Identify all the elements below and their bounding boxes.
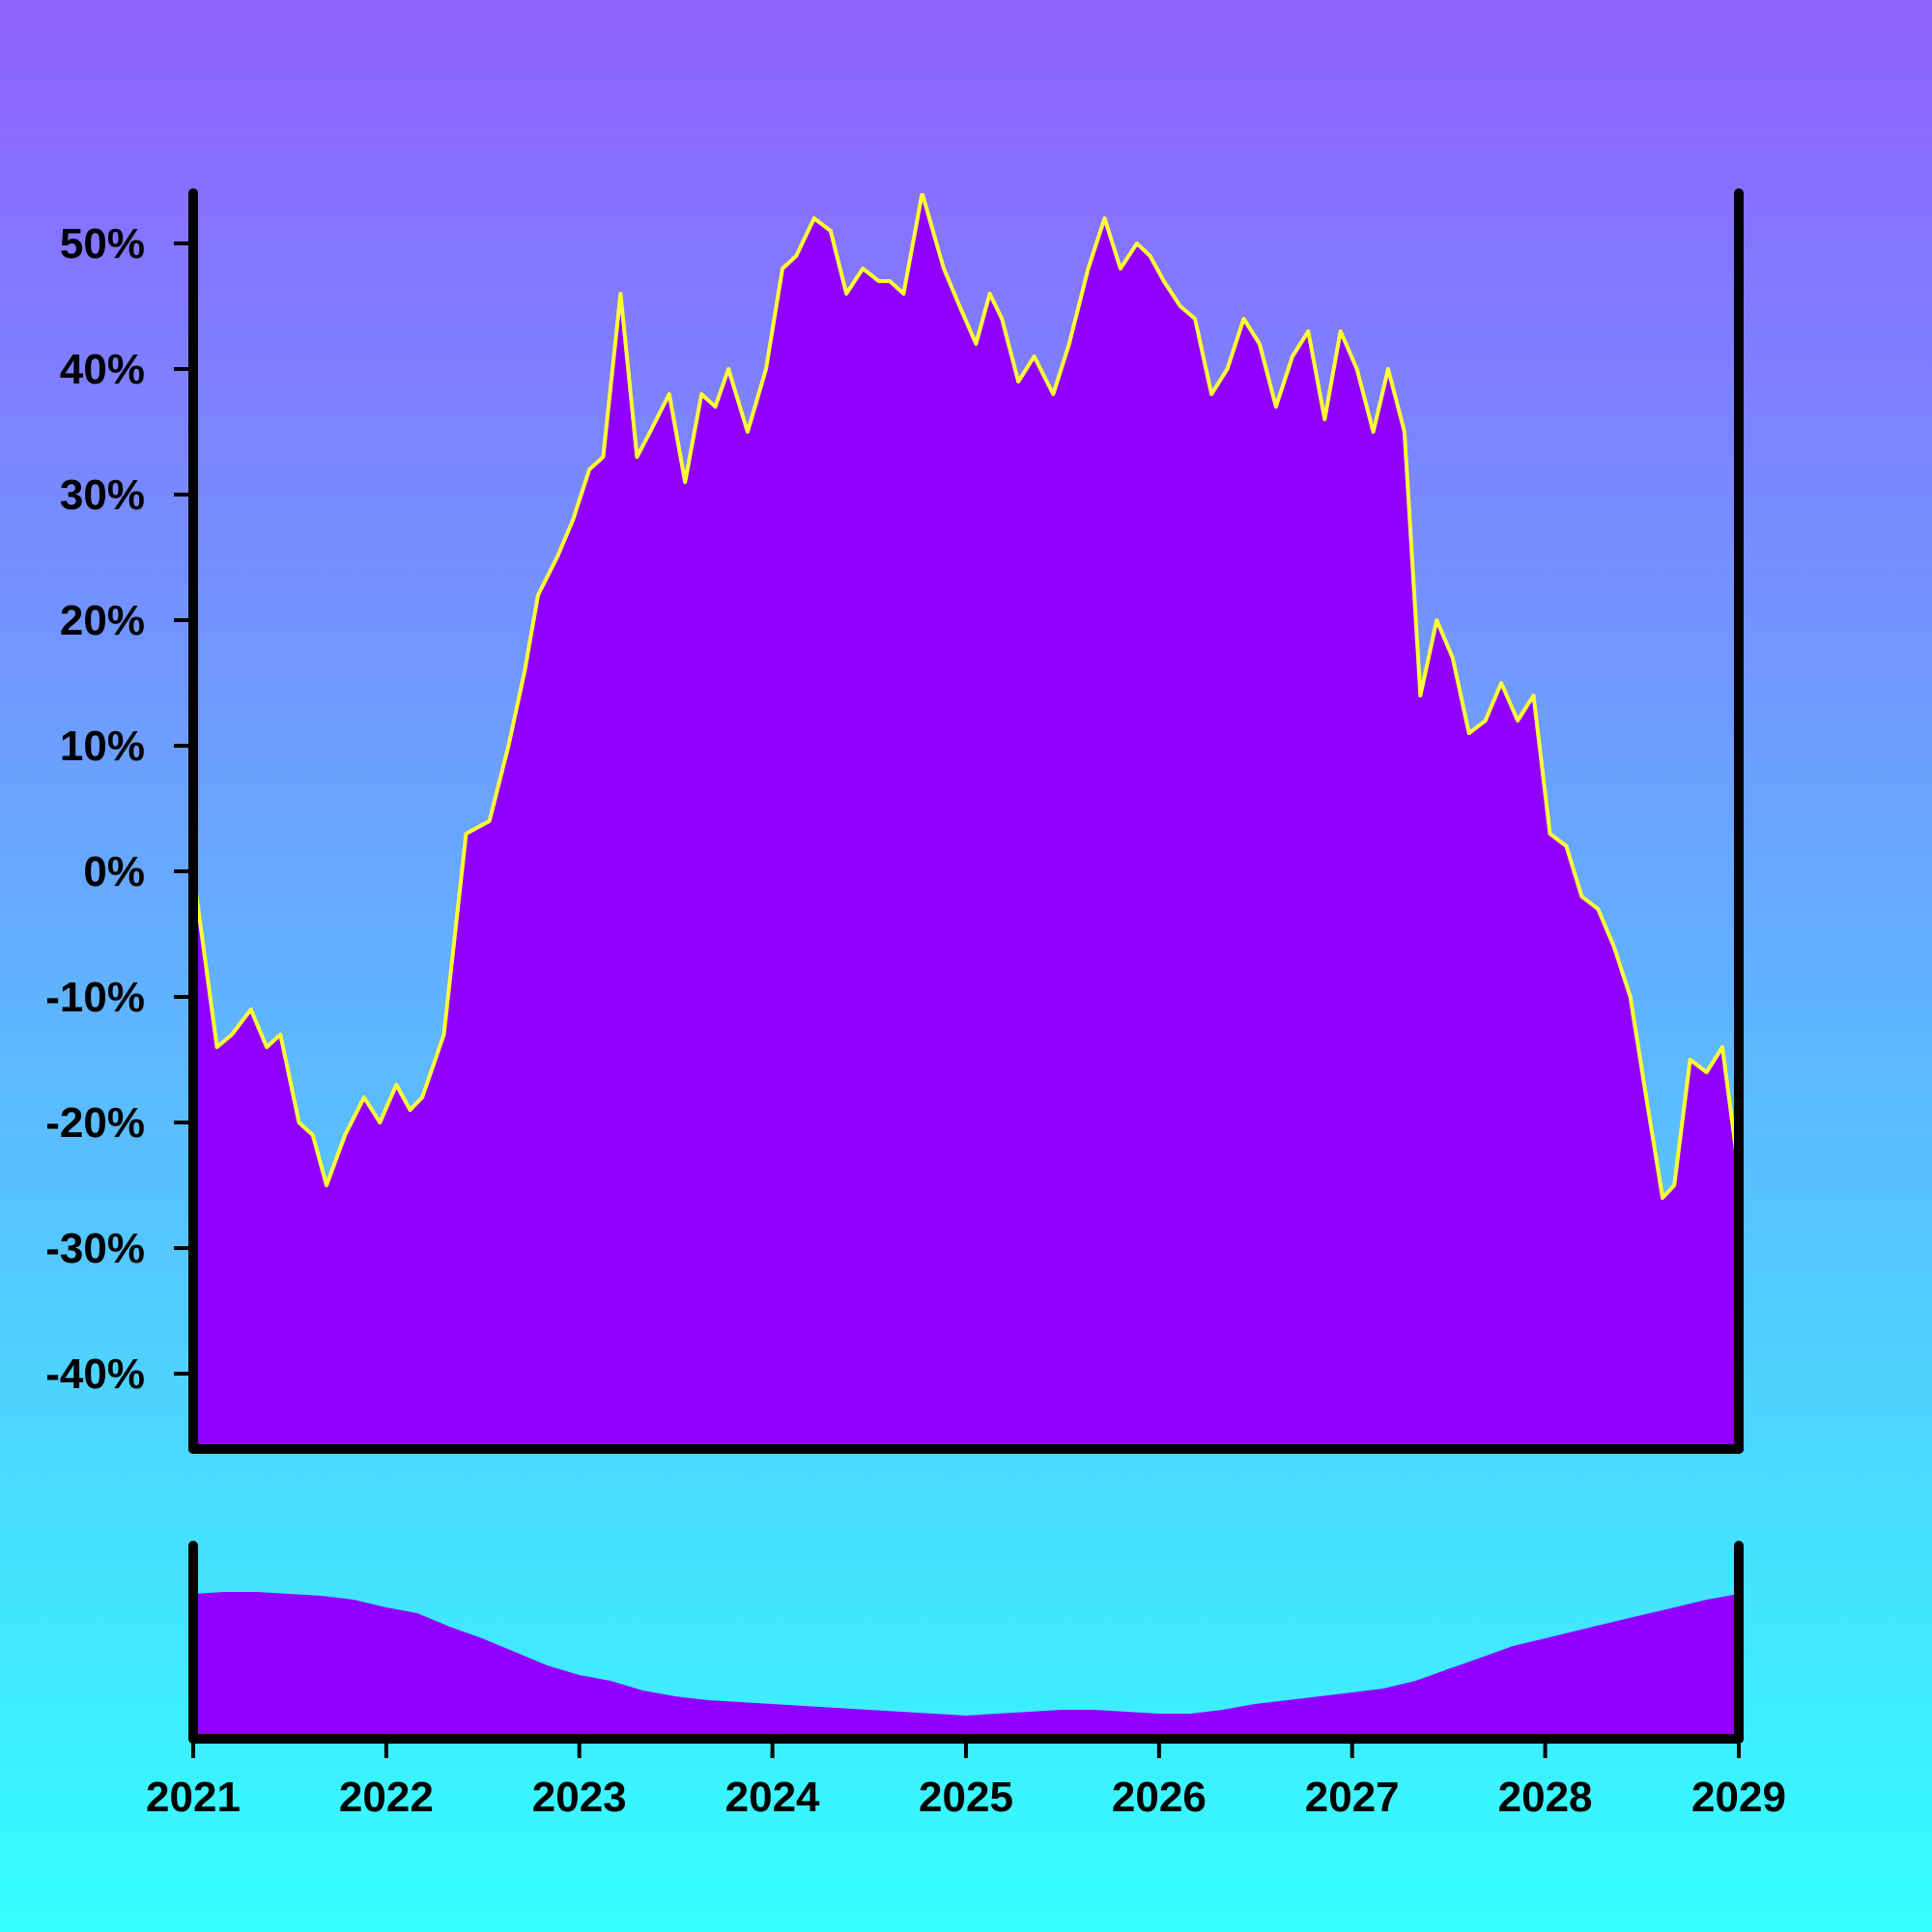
- x-tick-label: 2023: [532, 1774, 627, 1821]
- x-tick-label: 2026: [1112, 1774, 1207, 1821]
- y-tick-label: 0%: [83, 848, 145, 895]
- main-plot-area: [193, 193, 1739, 1449]
- x-tick-label: 2025: [919, 1774, 1013, 1821]
- volume-fill: [193, 1592, 1739, 1739]
- y-tick-label: 50%: [60, 220, 145, 268]
- y-tick-label: 20%: [60, 597, 145, 644]
- y-tick-label: 40%: [60, 346, 145, 393]
- x-tick-label: 2027: [1305, 1774, 1400, 1821]
- x-tick-label: 2028: [1498, 1774, 1593, 1821]
- volume-plot-area: [193, 1592, 1739, 1739]
- area-fill: [193, 193, 1739, 1449]
- y-tick-label: -30%: [45, 1225, 145, 1272]
- y-axis-ticks: 50% 40% 30% 20% 10% 0% -10% -20% -30% -40%: [45, 220, 193, 1398]
- x-tick-label: 2022: [339, 1774, 434, 1821]
- y-tick-label: -20%: [45, 1099, 145, 1147]
- y-tick-label: -10%: [45, 974, 145, 1021]
- x-tick-label: 2024: [725, 1774, 820, 1821]
- y-tick-label: 10%: [60, 723, 145, 770]
- y-tick-label: -40%: [45, 1350, 145, 1398]
- y-tick-label: 30%: [60, 471, 145, 519]
- series-line: [193, 193, 1739, 1200]
- x-tick-label: 2029: [1691, 1774, 1786, 1821]
- axes-frame: [188, 188, 1744, 1744]
- x-tick-label: 2021: [146, 1774, 241, 1821]
